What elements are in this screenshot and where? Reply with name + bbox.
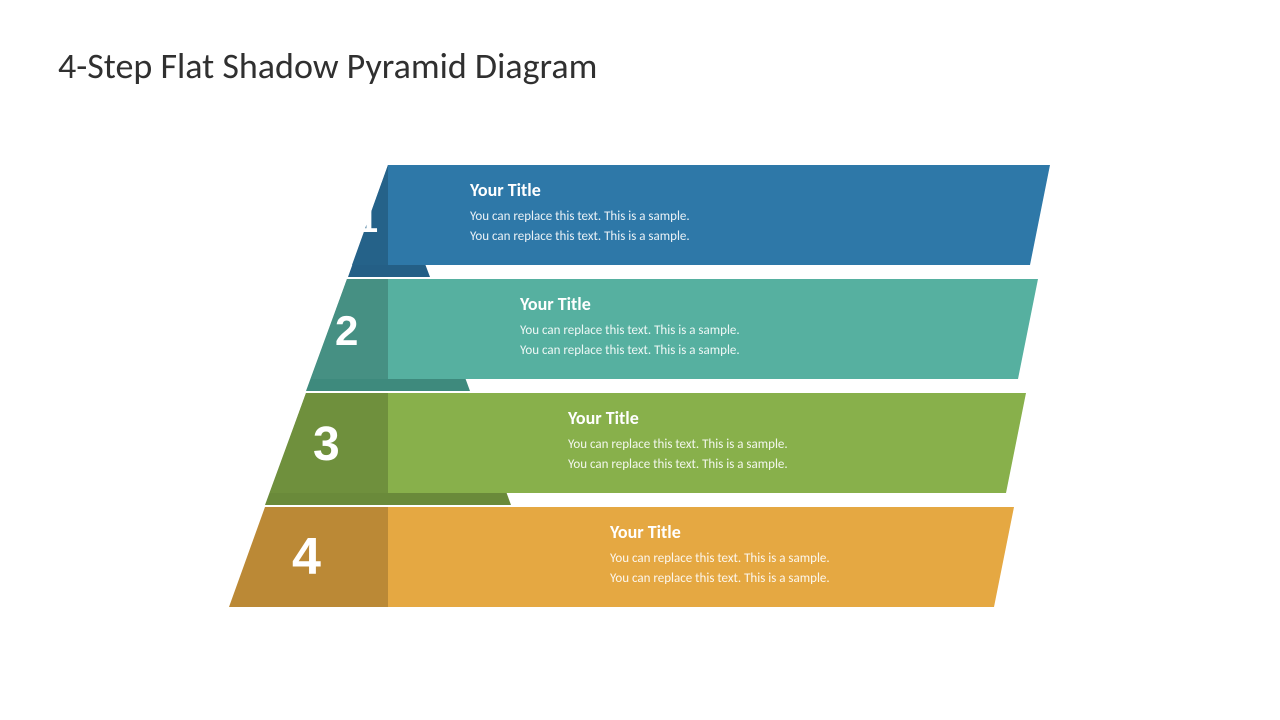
pyramid-diagram: 1 Your Title You can replace this text. …	[170, 165, 1110, 645]
layer-desc-4a: You can replace this text. This is a sam…	[610, 549, 830, 569]
layer-desc-1a: You can replace this text. This is a sam…	[470, 207, 690, 227]
layer-desc-3a: You can replace this text. This is a sam…	[568, 435, 788, 455]
layer-text-4: Your Title You can replace this text. Th…	[610, 521, 830, 588]
layer-text-1: Your Title You can replace this text. Th…	[470, 179, 690, 246]
layer-desc-3b: You can replace this text. This is a sam…	[568, 455, 788, 475]
layer-text-2: Your Title You can replace this text. Th…	[520, 293, 740, 360]
layer-banner-1	[352, 165, 1050, 265]
layer-title-3: Your Title	[568, 407, 788, 429]
layer-title-2: Your Title	[520, 293, 740, 315]
layer-number-4: 4	[292, 527, 321, 587]
layer-desc-2a: You can replace this text. This is a sam…	[520, 321, 740, 341]
layer-number-1: 1	[358, 199, 378, 241]
layer-title-4: Your Title	[610, 521, 830, 543]
layer-title-1: Your Title	[470, 179, 690, 201]
slide-title: 4-Step Flat Shadow Pyramid Diagram	[58, 44, 597, 88]
layer-text-3: Your Title You can replace this text. Th…	[568, 407, 788, 474]
layer-number-3: 3	[313, 417, 340, 472]
layer-number-2: 2	[335, 307, 358, 355]
layer-desc-1b: You can replace this text. This is a sam…	[470, 227, 690, 247]
layer-desc-2b: You can replace this text. This is a sam…	[520, 341, 740, 361]
layer-desc-4b: You can replace this text. This is a sam…	[610, 569, 830, 589]
